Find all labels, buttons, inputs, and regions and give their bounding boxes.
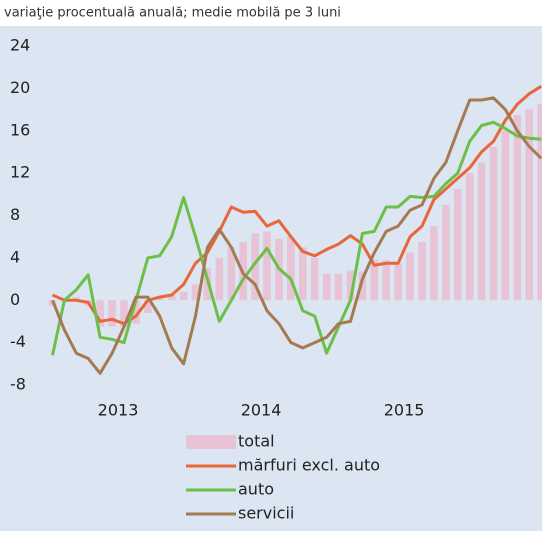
bar bbox=[442, 204, 450, 301]
bar bbox=[406, 252, 414, 301]
bar bbox=[501, 130, 510, 301]
bar bbox=[394, 263, 402, 301]
bar bbox=[453, 189, 462, 301]
bar bbox=[167, 294, 176, 301]
bar bbox=[120, 300, 128, 327]
legend-label: auto bbox=[238, 480, 274, 499]
x-tick-label: 2015 bbox=[384, 401, 425, 420]
y-tick-label: 24 bbox=[10, 36, 30, 55]
line bbox=[51, 96, 542, 375]
bar bbox=[370, 259, 379, 301]
bar bbox=[525, 109, 534, 301]
y-tick-label: -8 bbox=[10, 375, 26, 394]
bar bbox=[72, 297, 81, 301]
legend-label: servicii bbox=[238, 504, 294, 523]
legend-label: mărfuri excl. auto bbox=[238, 456, 380, 475]
y-tick-label: 12 bbox=[10, 163, 30, 182]
bar bbox=[108, 300, 116, 327]
bar bbox=[477, 162, 486, 301]
bar bbox=[322, 273, 331, 301]
bar bbox=[430, 226, 438, 301]
bar bbox=[191, 284, 200, 301]
bar bbox=[358, 271, 367, 301]
y-tick-label: -4 bbox=[10, 332, 26, 351]
bar bbox=[179, 291, 188, 301]
legend-swatch bbox=[186, 435, 236, 449]
line bbox=[51, 85, 542, 326]
bar bbox=[251, 233, 259, 301]
line bbox=[51, 120, 542, 356]
bar bbox=[155, 297, 164, 301]
y-tick-label: 0 bbox=[10, 290, 20, 309]
bar bbox=[215, 257, 224, 301]
bar bbox=[144, 300, 152, 313]
bar bbox=[346, 270, 355, 301]
bar bbox=[263, 231, 271, 301]
bar bbox=[287, 236, 295, 301]
bar bbox=[382, 259, 391, 301]
y-tick-label: 20 bbox=[10, 78, 30, 97]
y-tick-label: 4 bbox=[10, 247, 20, 266]
legend-label: total bbox=[238, 432, 275, 451]
bar bbox=[298, 247, 307, 301]
bar bbox=[96, 300, 104, 327]
bar bbox=[310, 257, 319, 301]
chart-subtitle: variaţie procentuală anuală; medie mobil… bbox=[4, 6, 341, 21]
bar bbox=[227, 247, 236, 301]
x-tick-label: 2014 bbox=[241, 401, 282, 420]
bar bbox=[489, 146, 498, 301]
x-tick-label: 2013 bbox=[98, 401, 139, 420]
bar bbox=[418, 241, 426, 301]
bar bbox=[465, 173, 474, 301]
y-tick-label: 16 bbox=[10, 120, 30, 139]
bar bbox=[513, 114, 522, 301]
bar bbox=[334, 273, 343, 301]
y-tick-label: 8 bbox=[10, 205, 20, 224]
bar bbox=[132, 300, 140, 324]
bar bbox=[537, 104, 542, 301]
